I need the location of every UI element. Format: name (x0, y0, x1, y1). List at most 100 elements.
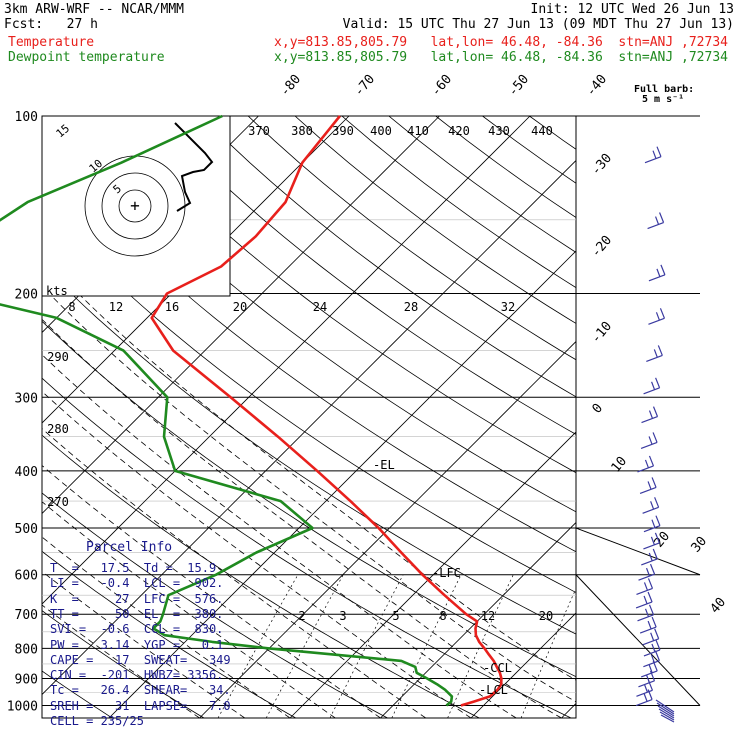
parcel-info-row: SVI = -0.6 CCL = 830. (50, 622, 224, 637)
dry-adiabat (42, 264, 576, 635)
hodo-speed-label: 32 (501, 300, 515, 314)
dry-adiabat (154, 116, 576, 435)
wind-barb (635, 689, 653, 707)
isotherm-line (108, 250, 576, 718)
temperature-trace (150, 115, 503, 707)
theta-label: 400 (370, 124, 392, 138)
dewpoint-trace (0, 114, 454, 707)
isotherm-line (199, 340, 576, 718)
isotherm-label: -80 (278, 72, 305, 100)
mixing-ratio-line (265, 574, 344, 718)
wind-barb (643, 639, 661, 657)
parcel-info-title: Parcel Info (86, 540, 173, 555)
wind-barb (639, 616, 657, 634)
dry-adiabat (42, 377, 572, 718)
isotherm-label: -50 (506, 72, 533, 100)
dry-adiabat (482, 116, 576, 184)
isotherm-label: -70 (352, 72, 379, 100)
parcel-info-row: SREH = 31 LAPSE= 7.0 (50, 698, 231, 713)
wind-barb (647, 212, 665, 230)
isotherm-line (42, 116, 350, 424)
pressure-label: 800 (15, 642, 38, 657)
isotherm-label: -30 (589, 151, 616, 179)
mixing-ratio-line (520, 587, 576, 718)
wind-barb (641, 660, 658, 678)
wind-barb (641, 548, 658, 566)
pressure-label: 500 (15, 522, 38, 537)
dry-adiabat (247, 116, 576, 361)
pressure-label: 600 (15, 569, 38, 584)
wind-barb (641, 406, 659, 424)
isotherm-line (289, 431, 576, 718)
wind-barb (642, 497, 660, 514)
hodo-speed-label: 12 (109, 300, 123, 314)
theta-label: 380 (291, 124, 313, 138)
level-annotation: -EL (373, 458, 395, 472)
dry-adiabat (201, 116, 576, 398)
isotherm-label: -10 (589, 319, 616, 347)
mixing-ratio-label: 12 (481, 609, 495, 623)
isotherm-line (380, 521, 576, 718)
wind-barb (635, 591, 653, 609)
moist-adiabat (42, 536, 291, 718)
isotherm-line (652, 116, 740, 718)
isotherm-label: 0 (590, 401, 607, 417)
dry-adiabat (107, 116, 576, 474)
parcel-info-row: K = 27 LFC = 576. (50, 591, 224, 606)
wind-barb (643, 515, 661, 533)
wind-barb-surface (660, 714, 675, 723)
isotherm-line (42, 116, 440, 515)
moist-adiabat (48, 293, 576, 703)
dewpoint-location: x,y=813.85,805.79 lat,lon= 46.48, -84.36… (274, 50, 728, 65)
wind-barb (644, 146, 662, 164)
dry-adiabat (294, 116, 576, 324)
moist-adiabat (42, 464, 381, 718)
wind-barb-surface (659, 711, 675, 721)
theta-side-label: 290 (47, 350, 69, 364)
isotherm-label: 10 (609, 454, 631, 476)
wind-barb-surface (658, 708, 675, 719)
hodograph-ring (101, 172, 169, 240)
hodograph-trace (174, 122, 214, 212)
moist-adiabat (42, 570, 246, 718)
pressure-label: 400 (15, 465, 38, 480)
wind-barb (640, 432, 658, 450)
level-annotation: -LFC (432, 566, 461, 580)
isotherm-label: -20 (589, 233, 616, 261)
wind-legend-units: 5 m s⁻¹ (642, 94, 685, 105)
dry-adiabat (42, 670, 113, 718)
moist-adiabat (78, 293, 576, 681)
wind-barb (638, 563, 656, 581)
pressure-label: 100 (15, 110, 38, 125)
hodo-units-label: kts (46, 284, 68, 298)
temperature-legend: Temperature (8, 35, 95, 50)
hodo-speed-label: 24 (313, 300, 327, 314)
isotherm-label: -60 (429, 72, 456, 100)
theta-side-label: 270 (47, 495, 69, 509)
parcel-info-row: CIN = -201 HWBZ= 3356. (50, 668, 224, 683)
wind-barb (642, 628, 660, 646)
hodograph-center: + (130, 196, 140, 215)
wind-barb (636, 578, 654, 595)
hodo-speed-label: 8 (68, 300, 75, 314)
wind-barb (648, 264, 666, 282)
wind-barb (636, 680, 654, 697)
mixing-ratio-label: 5 (392, 609, 399, 623)
mixing-ratio-line (329, 574, 404, 718)
forecast-hour: Fcst: 27 h (4, 17, 98, 32)
moist-adiabat (42, 604, 200, 718)
mixing-ratio-label: 3 (339, 609, 346, 623)
moist-adiabat (42, 501, 336, 718)
extension-line (575, 527, 701, 576)
wind-barb (637, 604, 655, 622)
isotherm-line (42, 116, 531, 605)
extension-line (575, 574, 701, 706)
temperature-location: x,y=813.85,805.79 lat,lon= 46.48, -84.36… (274, 35, 728, 50)
mixing-ratio-line (217, 574, 299, 718)
hodo-speed-label: 20 (233, 300, 247, 314)
theta-label: 390 (332, 124, 354, 138)
theta-label: 370 (248, 124, 270, 138)
valid-time: Valid: 15 UTC Thu 27 Jun 13 (09 MDT Thu … (342, 17, 734, 32)
isotherm-line (470, 612, 576, 718)
